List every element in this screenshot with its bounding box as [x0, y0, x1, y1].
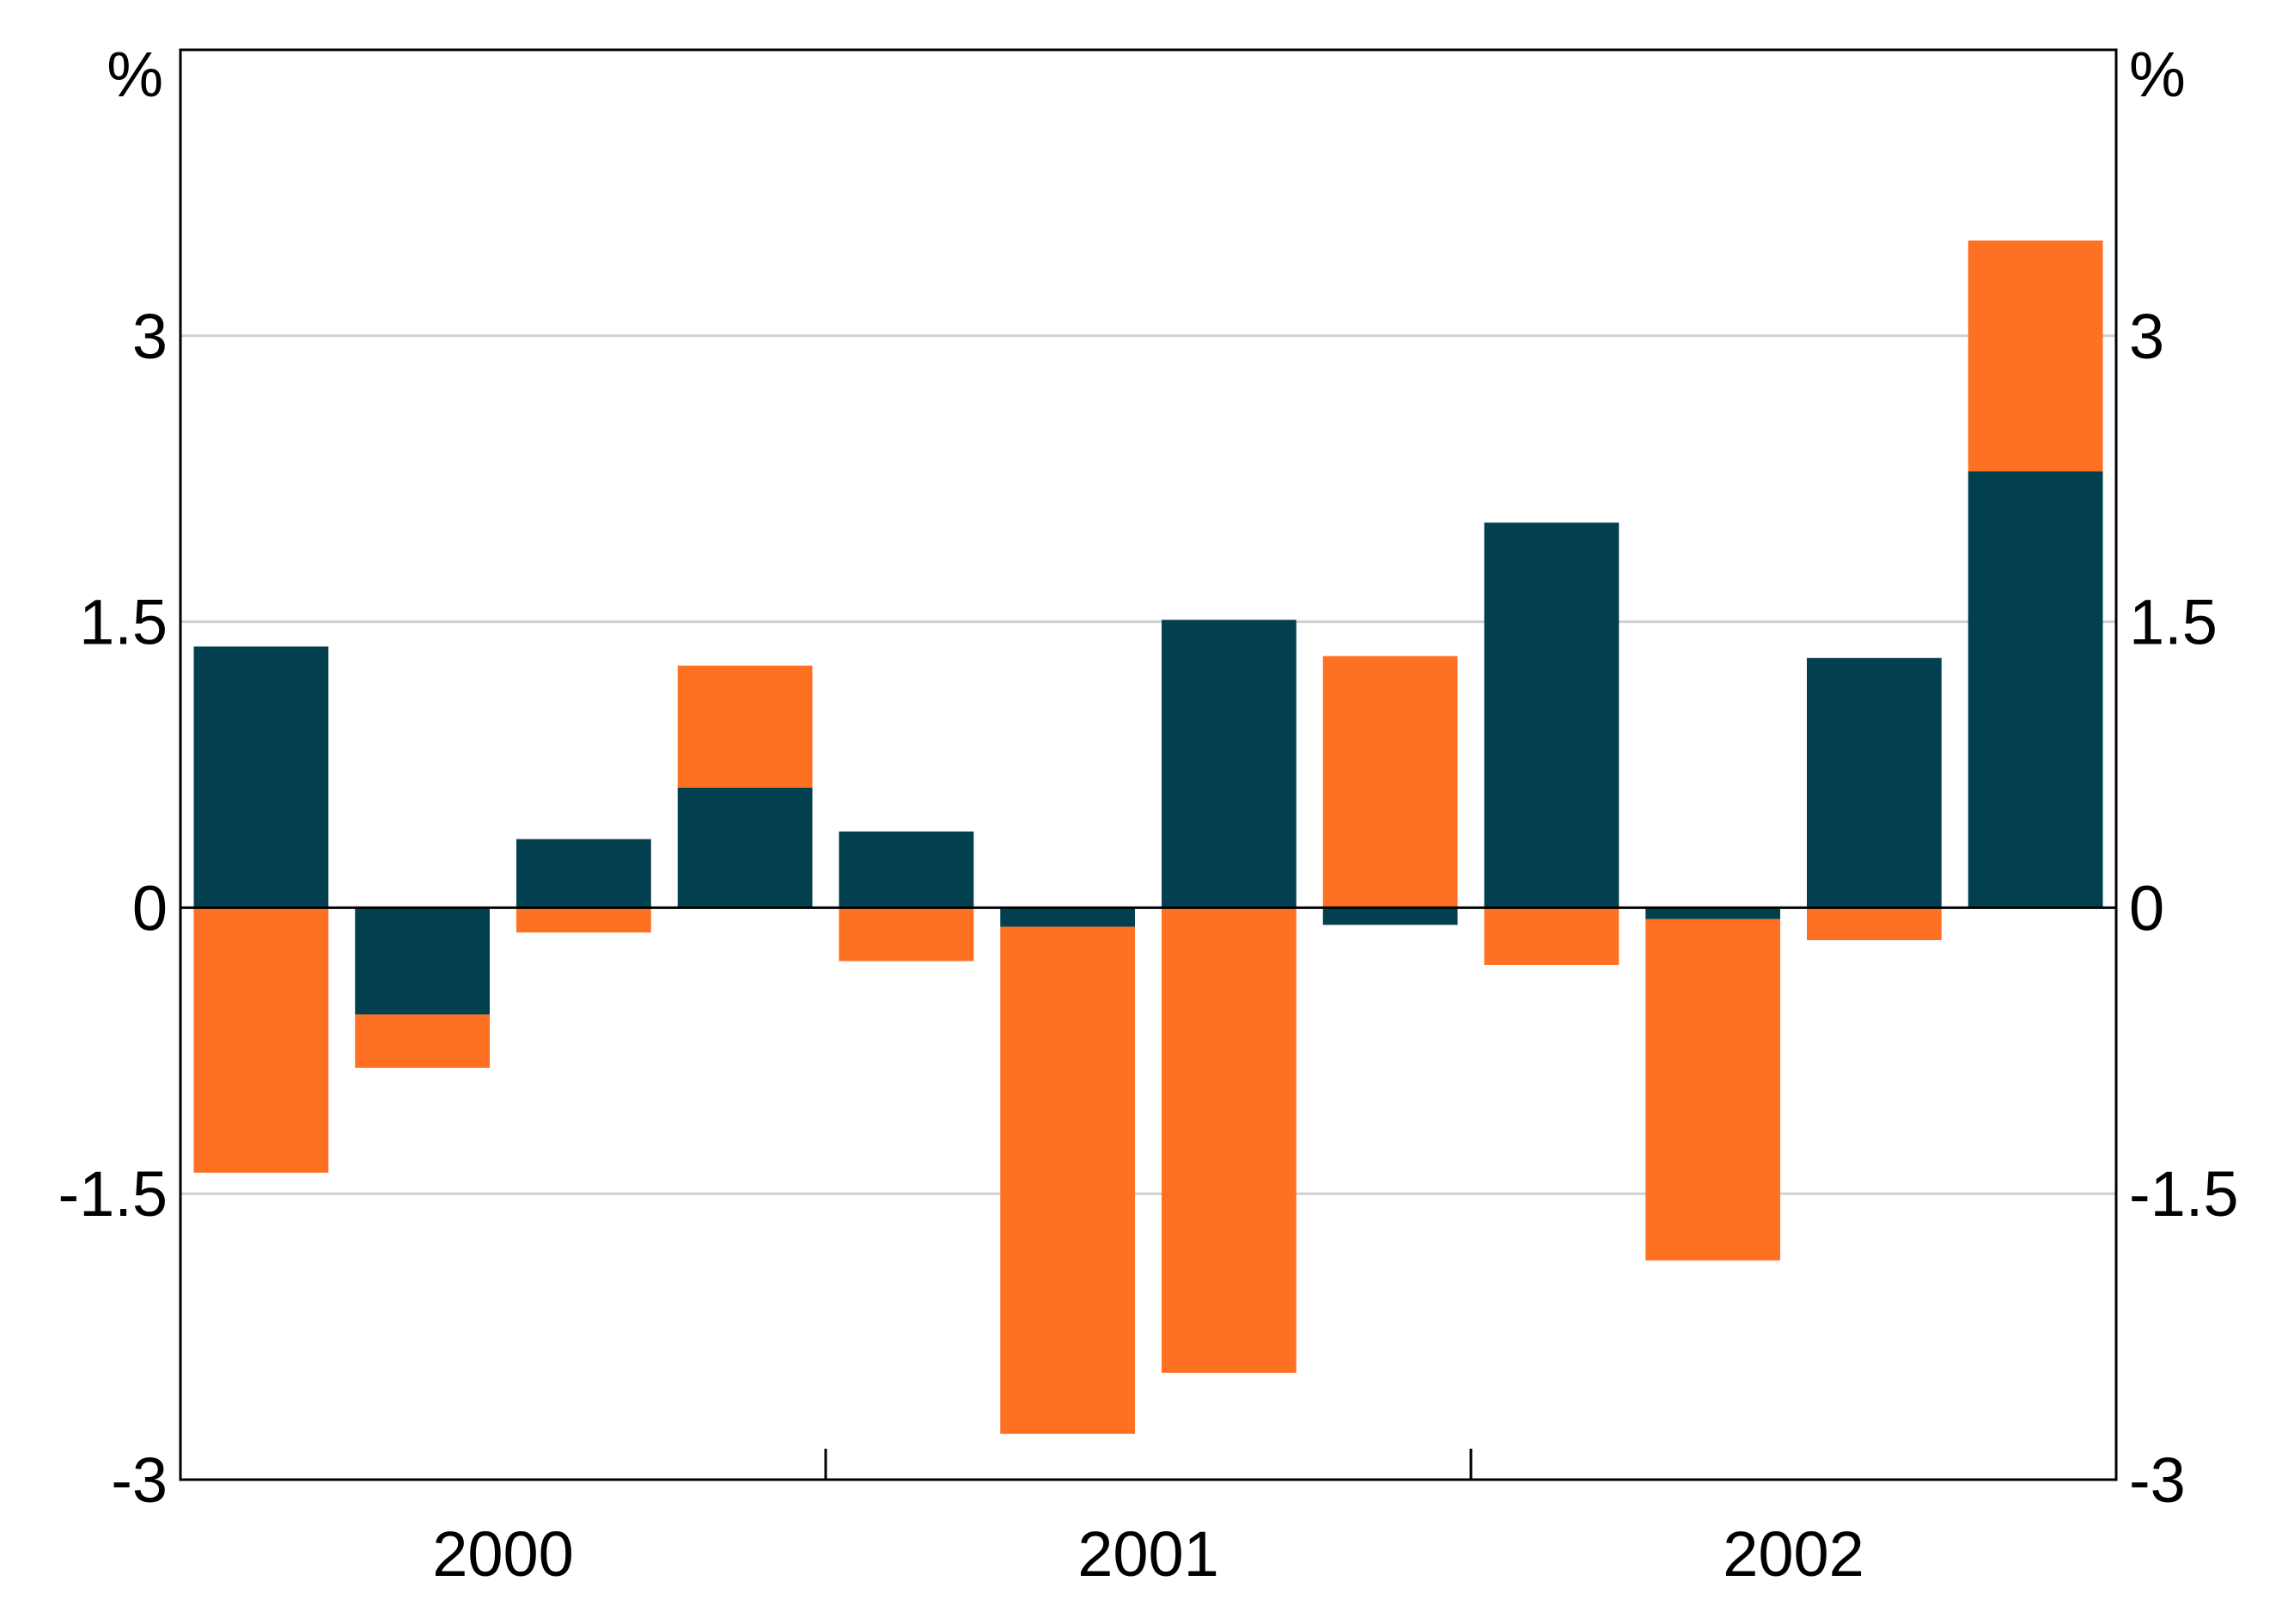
y-axis-left: -3 -1.5 0 1.5 3: [58, 301, 168, 1516]
y-tick-label-right: 0: [2129, 872, 2164, 943]
y-tick-label-right: -1.5: [2129, 1158, 2239, 1230]
bar-segment: [193, 907, 329, 1173]
bar-segment: [516, 839, 651, 908]
y-tick-label-left: -1.5: [58, 1158, 168, 1230]
x-year-label: 2000: [432, 1518, 574, 1590]
bar-segment: [1968, 240, 2103, 472]
gridlines: [180, 334, 2116, 1195]
y-tick-label-right: -3: [2129, 1444, 2186, 1516]
bar-segment: [677, 787, 813, 908]
x-year-label: 2002: [1723, 1518, 1864, 1590]
bar-segment: [355, 907, 491, 1015]
bar-segment: [1806, 657, 1942, 908]
bars: [193, 240, 2103, 1434]
bar-segment: [1161, 907, 1297, 1373]
bar-segment: [1322, 907, 1458, 925]
y-axis-right: -3 -1.5 0 1.5 3: [2129, 301, 2239, 1516]
bar-segment: [1645, 907, 1781, 919]
bar-segment: [516, 907, 651, 933]
bar-segment: [1000, 926, 1136, 1434]
y-tick-label-right: 1.5: [2129, 587, 2218, 658]
y-tick-label-left: 3: [132, 301, 168, 372]
bar-segment: [1806, 907, 1942, 941]
bar-segment: [1000, 907, 1136, 927]
bar-segment: [677, 665, 813, 788]
y-tick-label-left: -3: [111, 1444, 168, 1516]
bar-segment: [1645, 919, 1781, 1261]
x-year-label: 2001: [1077, 1518, 1219, 1590]
bar-segment: [839, 907, 974, 962]
y-tick-label-right: 3: [2129, 301, 2164, 372]
bar-segment: [839, 831, 974, 908]
bar-segment: [355, 1014, 491, 1068]
y-tick-label-left: 0: [132, 872, 168, 943]
y-unit-right: %: [2129, 39, 2186, 110]
bar-segment: [1322, 656, 1458, 908]
y-tick-label-left: 1.5: [79, 587, 168, 658]
bar-segment: [1484, 522, 1620, 908]
x-axis: 2000 2001 2002: [432, 1518, 1864, 1590]
y-unit-left: %: [107, 39, 163, 110]
bar-segment: [1484, 907, 1620, 965]
bar-segment: [1161, 620, 1297, 908]
year-dividers: [824, 1449, 1473, 1480]
bar-segment: [193, 646, 329, 908]
bar-segment: [1968, 471, 2103, 908]
plot-frame: [179, 48, 2118, 1481]
